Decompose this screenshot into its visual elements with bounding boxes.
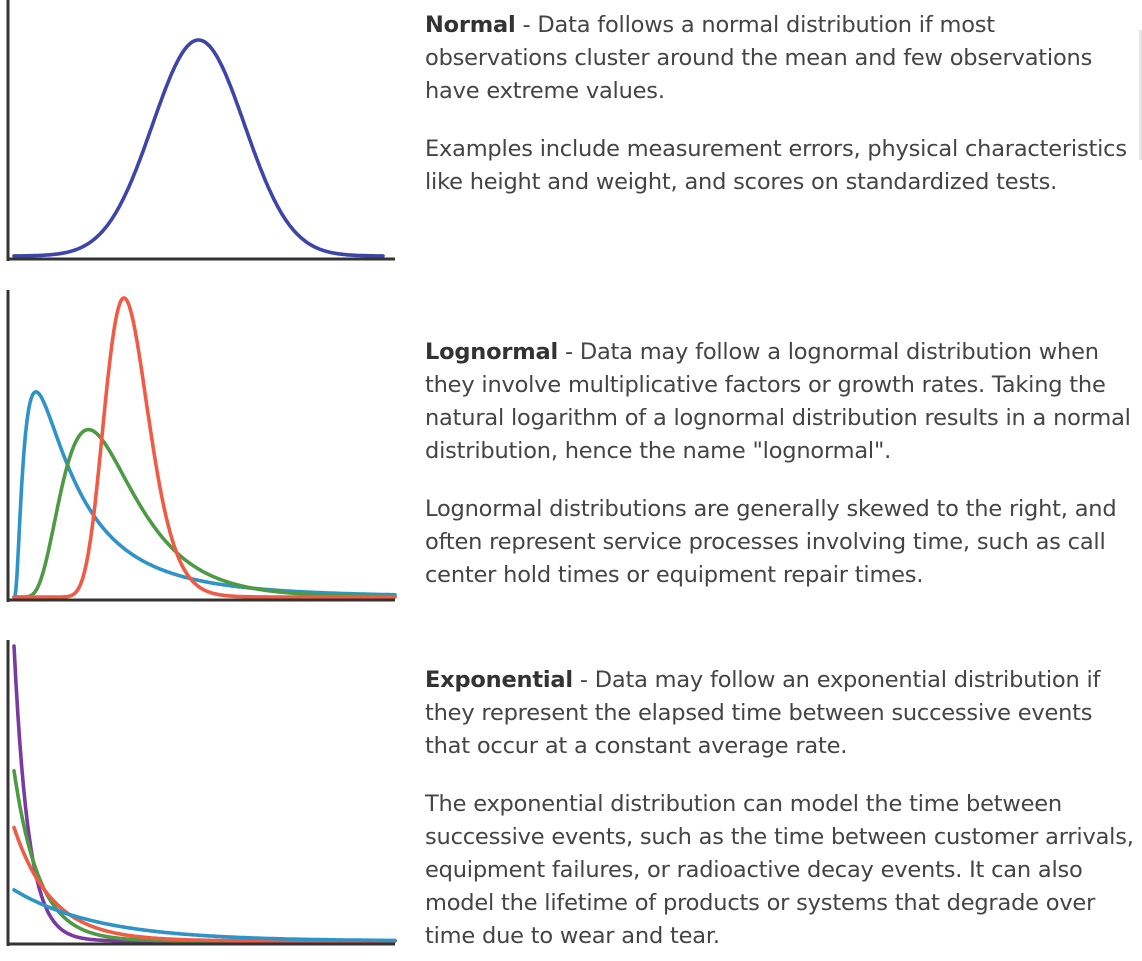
normal-curve-1 xyxy=(12,38,385,258)
scrollbar-edge[interactable] xyxy=(1139,30,1142,160)
normal-chart xyxy=(0,0,400,270)
exponential-curve-4 xyxy=(12,888,397,943)
lognormal-section: Lognormal - Data may follow a lognormal … xyxy=(0,290,1142,610)
normal-note: Examples include measurement errors, phy… xyxy=(425,136,1127,195)
lognormal-description-text: Data may follow a lognormal distribution… xyxy=(425,339,1131,464)
exponential-chart xyxy=(0,640,400,961)
lognormal-chart-svg xyxy=(6,290,397,602)
lognormal-description: Lognormal - Data may follow a lognormal … xyxy=(425,336,1137,468)
lognormal-curve-2 xyxy=(12,427,397,599)
exponential-note: The exponential distribution can model t… xyxy=(425,791,1134,949)
normal-chart-svg xyxy=(6,0,395,261)
lognormal-curve-1 xyxy=(12,390,397,599)
lognormal-text: Lognormal - Data may follow a lognormal … xyxy=(425,336,1137,592)
normal-description: Normal - Data follows a normal distribut… xyxy=(425,9,1137,108)
lognormal-term: Lognormal xyxy=(425,339,559,365)
exponential-chart-svg xyxy=(6,640,397,946)
exponential-description: Exponential - Data may follow an exponen… xyxy=(425,664,1137,763)
exponential-curve-1 xyxy=(12,644,397,943)
normal-separator: - xyxy=(515,12,538,38)
exponential-section: Exponential - Data may follow an exponen… xyxy=(0,640,1142,961)
lognormal-chart xyxy=(0,290,400,610)
lognormal-note: Lognormal distributions are generally sk… xyxy=(425,496,1117,588)
exponential-description-text: Data may follow an exponential distribut… xyxy=(425,667,1101,759)
normal-section: Normal - Data follows a normal distribut… xyxy=(0,0,1142,270)
exponential-term: Exponential xyxy=(425,667,573,693)
exponential-text: Exponential - Data may follow an exponen… xyxy=(425,664,1137,953)
normal-description-text: Data follows a normal distribution if mo… xyxy=(425,12,1093,104)
normal-text: Normal - Data follows a normal distribut… xyxy=(425,9,1137,199)
lognormal-separator: - xyxy=(558,339,580,365)
normal-term: Normal xyxy=(425,12,516,38)
exponential-separator: - xyxy=(572,667,595,693)
lognormal-curve-3 xyxy=(12,296,397,599)
